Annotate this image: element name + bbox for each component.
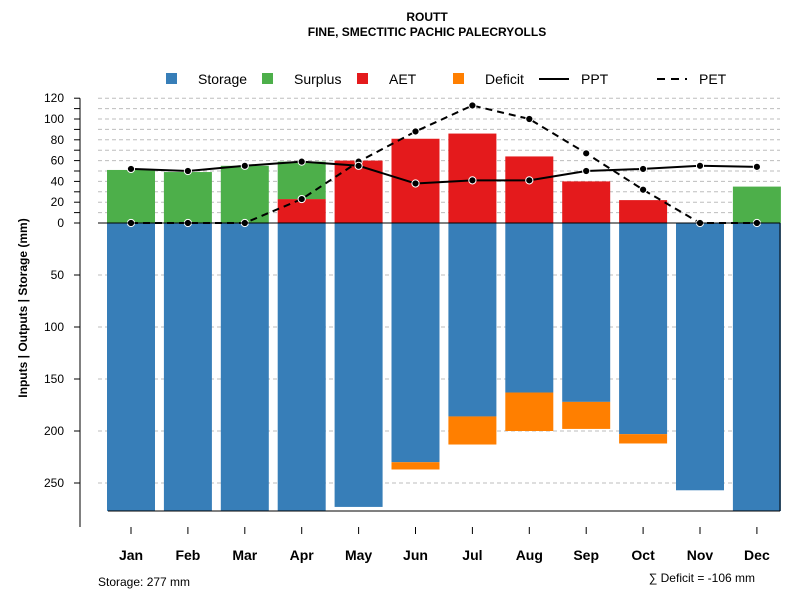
chart-subtitle: FINE, SMECTITIC PACHIC PALECRYOLLS xyxy=(308,25,546,39)
x-tick-label: Jun xyxy=(403,547,428,563)
storage-bar xyxy=(163,223,212,512)
storage-bar xyxy=(277,223,326,512)
pet-line-point xyxy=(525,114,534,124)
pet-line-point xyxy=(639,185,648,194)
legend-storage-label: Storage xyxy=(198,71,247,87)
y-tick-label: 120 xyxy=(44,91,64,105)
y-tick-label: 100 xyxy=(44,112,64,126)
storage-bar xyxy=(505,223,554,393)
x-tick-label: Dec xyxy=(744,547,770,563)
ppt-line-point xyxy=(752,162,762,171)
legend-storage-swatch xyxy=(166,73,177,84)
ppt-line-point xyxy=(582,166,591,176)
legend-surplus-label: Surplus xyxy=(294,71,341,87)
pet-line-point xyxy=(582,149,591,158)
ppt-line-point xyxy=(126,164,136,174)
x-tick-label: May xyxy=(345,547,372,563)
x-tick-label: Feb xyxy=(175,547,200,563)
x-tick-label: Nov xyxy=(687,547,714,563)
y-tick-label: 50 xyxy=(51,268,65,282)
storage-bar xyxy=(220,223,269,512)
y-axis-label: Inputs | Outputs | Storage (mm) xyxy=(16,218,30,397)
y-tick-label: 100 xyxy=(44,320,64,334)
chart-title: ROUTT xyxy=(406,10,448,24)
ppt-line-point xyxy=(525,176,534,185)
x-tick-label: Apr xyxy=(290,547,315,563)
deficit-bar xyxy=(505,392,554,431)
legend-surplus-swatch xyxy=(262,73,273,84)
storage-bar xyxy=(448,223,497,417)
ppt-line-point xyxy=(639,164,648,174)
storage-bar xyxy=(391,223,440,463)
storage-bar xyxy=(732,223,781,512)
y-tick-label: 60 xyxy=(51,154,65,168)
x-tick-label: Mar xyxy=(232,547,257,563)
ppt-line-point xyxy=(468,176,477,185)
surplus-bar xyxy=(107,169,155,223)
deficit-footer: ∑ Deficit = -106 mm xyxy=(649,571,755,585)
x-tick-label: Jan xyxy=(119,547,143,563)
storage-footer: Storage: 277 mm xyxy=(98,575,190,589)
y-tick-label: 20 xyxy=(51,195,65,209)
surplus-bar xyxy=(732,186,781,223)
ppt-line-point xyxy=(183,166,192,176)
deficit-bar xyxy=(619,434,668,444)
aet-bar xyxy=(505,156,554,223)
legend-aet-label: AET xyxy=(389,71,417,87)
x-tick-label: Sep xyxy=(573,547,599,563)
legend: Storage Surplus AET Deficit PPT PET xyxy=(166,71,727,87)
legend-deficit-label: Deficit xyxy=(485,71,524,87)
bars xyxy=(107,133,781,512)
y-tick-label: 40 xyxy=(51,174,65,188)
x-tick-label: Jul xyxy=(462,547,482,563)
x-tick-label: Aug xyxy=(516,547,543,563)
ppt-line-point xyxy=(411,179,420,188)
ppt-line xyxy=(130,160,757,185)
pet-line-point xyxy=(411,127,420,136)
legend-pet-label: PET xyxy=(699,71,727,87)
storage-bar xyxy=(676,223,724,491)
storage-bar xyxy=(107,223,155,512)
y-tick-label: 250 xyxy=(44,476,64,490)
surplus-bar xyxy=(277,161,326,200)
legend-deficit-swatch xyxy=(453,73,464,84)
storage-bar xyxy=(619,223,668,435)
pet-line-point xyxy=(297,194,306,204)
ppt-line-point xyxy=(354,161,363,170)
ppt-line-point xyxy=(695,161,705,170)
storage-bar xyxy=(334,223,383,507)
y-tick-label: 80 xyxy=(51,133,65,147)
deficit-bar xyxy=(391,462,440,470)
aet-bar xyxy=(562,181,611,223)
y-tick-label: 150 xyxy=(44,372,64,386)
ppt-line-point xyxy=(240,161,249,170)
deficit-bar xyxy=(448,416,497,445)
aet-bar xyxy=(619,200,668,223)
y-tick-label: 0 xyxy=(57,216,64,230)
surplus-bar xyxy=(163,172,212,223)
pet-line-point xyxy=(468,101,477,110)
y-tick-label: 200 xyxy=(44,424,64,438)
axes: 0 20 40 60 80 100 120 50 100 150 200 250 Jan Feb Mar Ap… xyxy=(44,91,781,563)
ppt-line-point xyxy=(297,157,306,166)
deficit-bar xyxy=(562,401,611,429)
legend-aet-swatch xyxy=(357,73,368,84)
x-tick-label: Oct xyxy=(631,547,655,563)
surplus-bar xyxy=(220,165,269,223)
aet-bar xyxy=(334,160,383,223)
pet-line xyxy=(131,104,757,224)
legend-ppt-label: PPT xyxy=(581,71,609,87)
storage-bar xyxy=(562,223,611,402)
